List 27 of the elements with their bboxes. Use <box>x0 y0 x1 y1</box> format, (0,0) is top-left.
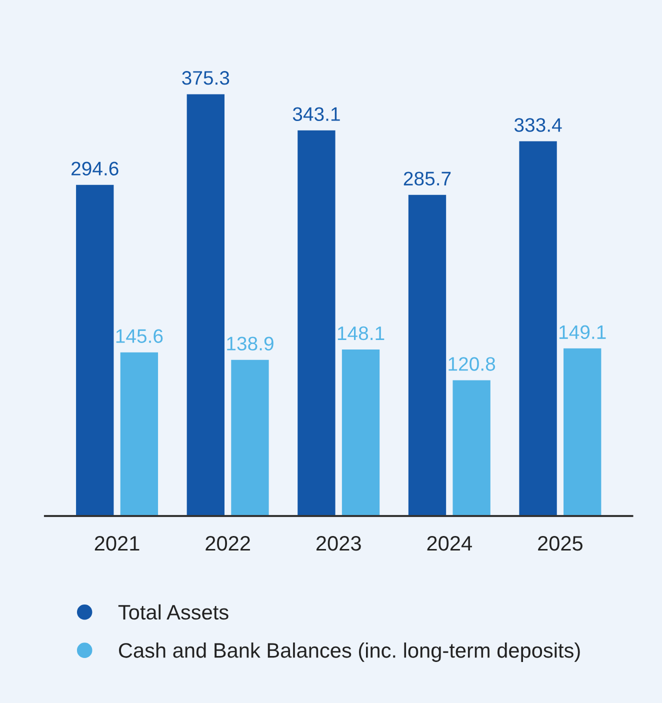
data-label: 375.3 <box>182 71 230 85</box>
data-label: 149.1 <box>560 325 606 340</box>
x-tick-label: 2022 <box>206 536 250 551</box>
data-label: 148.1 <box>338 326 384 340</box>
bar <box>186 94 224 516</box>
bar <box>564 348 602 516</box>
bar <box>519 141 557 516</box>
data-label: 138.9 <box>227 336 274 350</box>
bar <box>342 350 380 516</box>
data-label: 120.8 <box>448 357 496 371</box>
data-label: 294.6 <box>72 162 118 176</box>
data-label: 285.7 <box>404 172 451 186</box>
bar <box>76 184 114 516</box>
x-tick-label: 2024 <box>427 536 472 551</box>
bar <box>120 352 158 516</box>
bar <box>452 380 490 516</box>
x-tick-label: 2025 <box>538 536 582 551</box>
data-label: 333.4 <box>514 118 562 132</box>
data-label: 343.1 <box>292 107 340 121</box>
x-tick-label: 2021 <box>94 536 140 551</box>
bar <box>231 360 269 516</box>
bar <box>408 194 446 516</box>
data-label: 145.6 <box>116 329 163 343</box>
bar <box>298 130 336 516</box>
x-tick-label: 2023 <box>316 536 361 551</box>
legend-label: Total Assets <box>118 604 228 620</box>
legend-label: Cash and Bank Balances (inc. long-term deposits) <box>118 642 580 662</box>
